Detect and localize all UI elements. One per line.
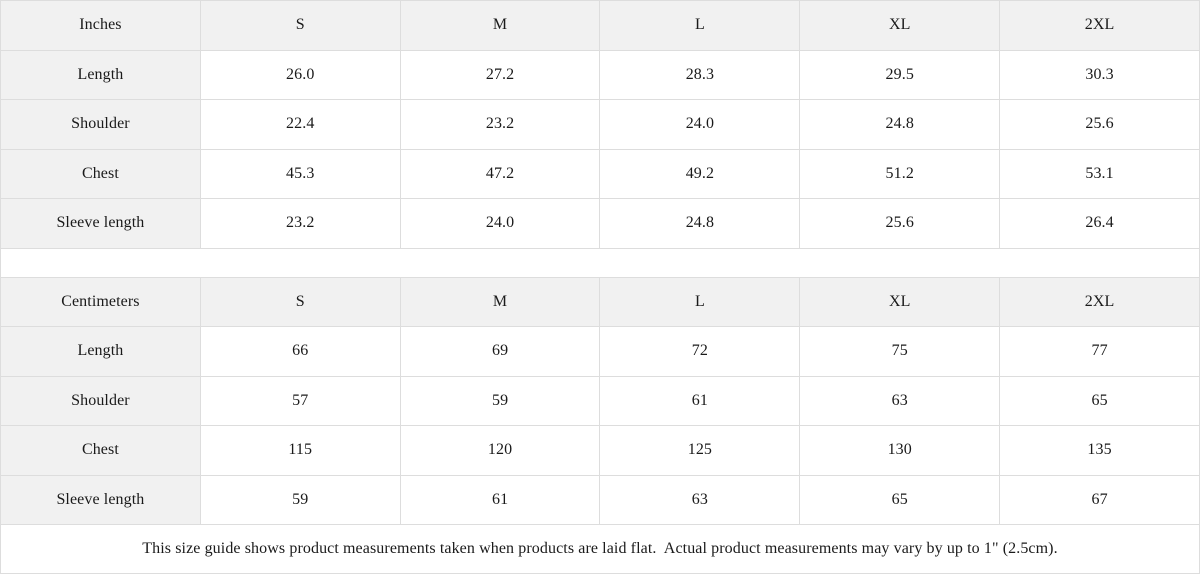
row-label-cell: Sleeve length bbox=[0, 474, 201, 525]
value-cell: 23.2 bbox=[199, 198, 401, 249]
value-cell: 47.2 bbox=[399, 148, 601, 199]
spacer-row bbox=[0, 247, 1200, 278]
unit-header-cell: Centimeters bbox=[0, 276, 201, 327]
value-cell: 63 bbox=[799, 375, 1001, 426]
value-cell: 65 bbox=[999, 375, 1200, 426]
size-header-cell: M bbox=[399, 0, 601, 51]
table-row: Chest 115 120 125 130 135 bbox=[0, 425, 1200, 476]
row-label-cell: Length bbox=[0, 49, 201, 100]
size-header-cell: L bbox=[599, 0, 801, 51]
size-header-cell: S bbox=[199, 276, 401, 327]
row-label-cell: Shoulder bbox=[0, 375, 201, 426]
value-cell: 25.6 bbox=[999, 99, 1200, 150]
value-cell: 59 bbox=[399, 375, 601, 426]
value-cell: 29.5 bbox=[799, 49, 1001, 100]
size-header-cell: L bbox=[599, 276, 801, 327]
value-cell: 75 bbox=[799, 326, 1001, 377]
size-header-cell: 2XL bbox=[999, 0, 1200, 51]
table-row: Shoulder 22.4 23.2 24.0 24.8 25.6 bbox=[0, 99, 1200, 150]
value-cell: 26.4 bbox=[999, 198, 1200, 249]
value-cell: 24.0 bbox=[599, 99, 801, 150]
value-cell: 59 bbox=[199, 474, 401, 525]
table-row: Chest 45.3 47.2 49.2 51.2 53.1 bbox=[0, 148, 1200, 199]
spacer-cell bbox=[0, 247, 1200, 278]
unit-header-cell: Inches bbox=[0, 0, 201, 51]
value-cell: 57 bbox=[199, 375, 401, 426]
footer-note: This size guide shows product measuremen… bbox=[0, 524, 1200, 574]
value-cell: 63 bbox=[599, 474, 801, 525]
row-label-cell: Chest bbox=[0, 148, 201, 199]
value-cell: 45.3 bbox=[199, 148, 401, 199]
table-row: Sleeve length 59 61 63 65 67 bbox=[0, 474, 1200, 525]
value-cell: 120 bbox=[399, 425, 601, 476]
value-cell: 23.2 bbox=[399, 99, 601, 150]
value-cell: 24.8 bbox=[599, 198, 801, 249]
table-row: Length 66 69 72 75 77 bbox=[0, 326, 1200, 377]
value-cell: 49.2 bbox=[599, 148, 801, 199]
value-cell: 125 bbox=[599, 425, 801, 476]
value-cell: 22.4 bbox=[199, 99, 401, 150]
value-cell: 61 bbox=[599, 375, 801, 426]
table-row: Sleeve length 23.2 24.0 24.8 25.6 26.4 bbox=[0, 198, 1200, 249]
value-cell: 115 bbox=[199, 425, 401, 476]
value-cell: 24.0 bbox=[399, 198, 601, 249]
centimeters-header-row: Centimeters S M L XL 2XL bbox=[0, 276, 1200, 327]
value-cell: 30.3 bbox=[999, 49, 1200, 100]
footer-row: This size guide shows product measuremen… bbox=[0, 524, 1200, 574]
row-label-cell: Sleeve length bbox=[0, 198, 201, 249]
value-cell: 65 bbox=[799, 474, 1001, 525]
value-cell: 61 bbox=[399, 474, 601, 525]
row-label-cell: Shoulder bbox=[0, 99, 201, 150]
row-label-cell: Chest bbox=[0, 425, 201, 476]
inches-header-row: Inches S M L XL 2XL bbox=[0, 0, 1200, 51]
value-cell: 24.8 bbox=[799, 99, 1001, 150]
size-header-cell: 2XL bbox=[999, 276, 1200, 327]
value-cell: 53.1 bbox=[999, 148, 1200, 199]
value-cell: 69 bbox=[399, 326, 601, 377]
size-header-cell: S bbox=[199, 0, 401, 51]
size-header-cell: M bbox=[399, 276, 601, 327]
value-cell: 130 bbox=[799, 425, 1001, 476]
value-cell: 66 bbox=[199, 326, 401, 377]
value-cell: 26.0 bbox=[199, 49, 401, 100]
value-cell: 67 bbox=[999, 474, 1200, 525]
value-cell: 25.6 bbox=[799, 198, 1001, 249]
table-row: Length 26.0 27.2 28.3 29.5 30.3 bbox=[0, 49, 1200, 100]
size-header-cell: XL bbox=[799, 276, 1001, 327]
value-cell: 72 bbox=[599, 326, 801, 377]
value-cell: 77 bbox=[999, 326, 1200, 377]
value-cell: 28.3 bbox=[599, 49, 801, 100]
value-cell: 27.2 bbox=[399, 49, 601, 100]
size-header-cell: XL bbox=[799, 0, 1001, 51]
value-cell: 51.2 bbox=[799, 148, 1001, 199]
row-label-cell: Length bbox=[0, 326, 201, 377]
value-cell: 135 bbox=[999, 425, 1200, 476]
table-row: Shoulder 57 59 61 63 65 bbox=[0, 375, 1200, 426]
